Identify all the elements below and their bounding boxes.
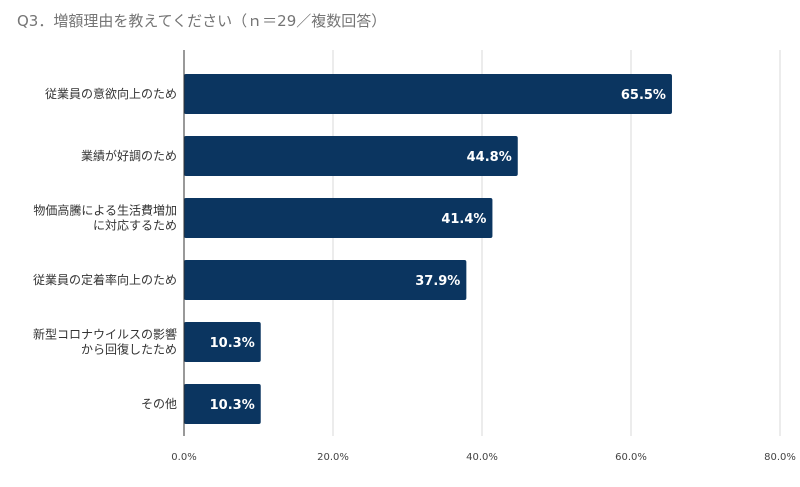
bar bbox=[184, 260, 467, 300]
x-tick-label: 60.0% bbox=[615, 452, 647, 463]
data-label: 41.4% bbox=[441, 212, 486, 227]
category-label: から回復したため bbox=[81, 342, 177, 357]
x-tick-label: 40.0% bbox=[466, 452, 498, 463]
chart-title: Q3．増額理由を教えてください（ｎ＝29／複数回答） bbox=[17, 12, 387, 30]
x-tick-label: 20.0% bbox=[317, 452, 349, 463]
data-label: 10.3% bbox=[210, 398, 255, 413]
bar bbox=[184, 384, 261, 424]
category-label: 従業員の定着率向上のため bbox=[33, 272, 177, 287]
category-label: 新型コロナウイルスの影響 bbox=[33, 327, 177, 342]
x-tick-label: 80.0% bbox=[764, 452, 796, 463]
bar bbox=[184, 322, 261, 362]
bar bbox=[184, 74, 672, 114]
category-label: その他 bbox=[141, 397, 177, 411]
category-label: に対応するため bbox=[93, 219, 177, 233]
x-tick-label: 0.0% bbox=[171, 452, 196, 463]
bar bbox=[184, 198, 493, 238]
data-label: 37.9% bbox=[415, 274, 460, 289]
category-label: 従業員の意欲向上のため bbox=[45, 86, 177, 101]
bar bbox=[184, 136, 518, 176]
data-label: 65.5% bbox=[621, 88, 666, 103]
data-label: 10.3% bbox=[210, 336, 255, 351]
category-label: 物価高騰による生活費増加 bbox=[33, 203, 177, 218]
category-label: 業績が好調のため bbox=[81, 148, 177, 163]
data-label: 44.8% bbox=[467, 150, 512, 165]
